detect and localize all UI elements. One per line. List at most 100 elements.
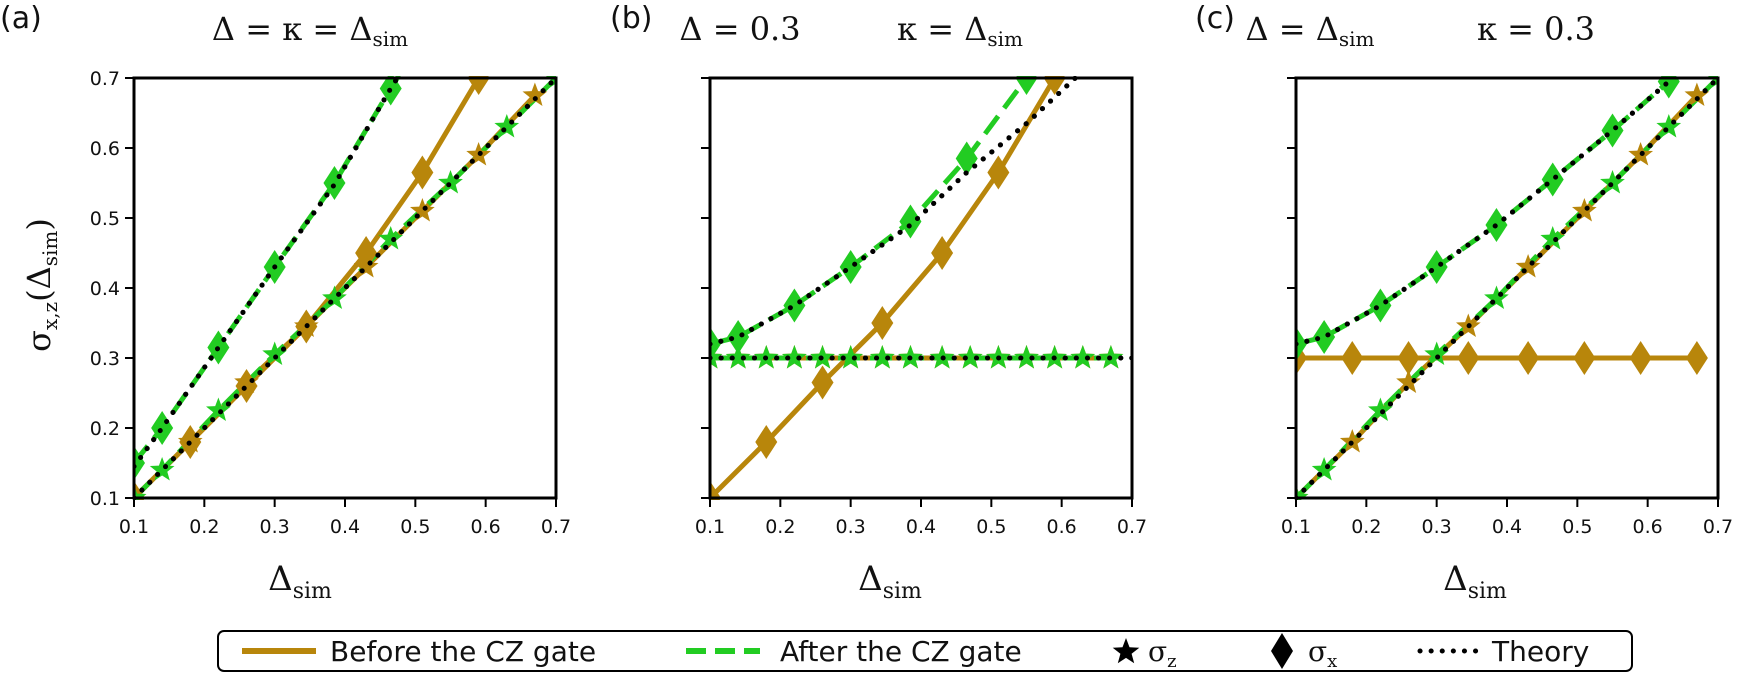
y-tick-label: 0.2 xyxy=(90,418,120,440)
series-line-before-x xyxy=(134,76,483,500)
data-point-diamond xyxy=(1541,162,1564,197)
y-tick-label: 0.4 xyxy=(90,278,120,300)
data-point-star xyxy=(1339,429,1365,453)
x-tick-label: 0.2 xyxy=(765,516,795,538)
data-point-diamond xyxy=(467,76,490,95)
data-point-star xyxy=(262,341,287,365)
x-tick-label: 0.3 xyxy=(1422,516,1452,538)
legend-label-sigma-x: σx xyxy=(1308,635,1337,672)
data-point-diamond xyxy=(710,481,721,500)
data-point-star xyxy=(725,345,751,369)
data-point-diamond xyxy=(871,306,894,340)
x-tick-label: 0.1 xyxy=(695,516,725,538)
panel-a-ylabel-close: ) xyxy=(20,218,58,230)
panel-b-title-right-sub: sim xyxy=(987,27,1023,51)
data-point-diamond xyxy=(899,204,922,239)
data-point-diamond xyxy=(1015,76,1038,95)
plot-area-b: 0.1 0.2 0.3 0.4 0.5 0.6 0.7 xyxy=(695,76,1147,538)
panel-a-title-main: Δ = κ = Δ xyxy=(212,10,373,48)
theory-dots-overlay xyxy=(134,76,556,500)
panel-b-title-right: κ = Δsim xyxy=(897,10,1023,51)
panel-b-title-right-main: κ = Δ xyxy=(897,10,987,48)
panel-c-xlabel-sub: sim xyxy=(1468,579,1507,604)
data-point-star xyxy=(410,198,435,222)
data-point-star xyxy=(322,285,347,309)
x-tick-label: 0.7 xyxy=(1703,516,1733,538)
legend-diamond-marker xyxy=(1271,633,1293,669)
x-tick-label: 0.7 xyxy=(541,516,571,538)
x-tick-label: 0.2 xyxy=(189,516,219,538)
data-point-diamond xyxy=(1657,76,1680,99)
data-point-diamond xyxy=(1573,341,1596,375)
data-point-star xyxy=(353,254,379,278)
legend-label-sigma-z: σz xyxy=(1148,635,1177,672)
series-line-after-x xyxy=(710,76,1029,347)
theory-dots-overlay xyxy=(134,76,402,469)
x-tick-label: 0.3 xyxy=(836,516,866,538)
panel-c-xlabel: Δsim xyxy=(1443,559,1507,604)
data-point-star xyxy=(1070,345,1096,369)
data-point-diamond xyxy=(1397,341,1420,375)
panel-a-ylabel-paren: (Δ xyxy=(20,266,58,302)
data-point-star xyxy=(1424,341,1449,365)
data-point-star xyxy=(1484,285,1509,309)
data-point-diamond xyxy=(839,250,862,284)
y-tick-label: 0.6 xyxy=(90,138,120,160)
legend: Before the CZ gate After the CZ gate σz … xyxy=(217,630,1633,672)
data-point-diamond xyxy=(931,236,954,270)
series-group xyxy=(1296,76,1718,500)
x-tick-label: 0.6 xyxy=(1633,516,1663,538)
panel-a-ylabel: σx,z(Δsim) xyxy=(20,218,62,352)
data-point-star xyxy=(438,170,463,194)
theory-dots-overlay xyxy=(1296,79,1672,347)
legend-star-marker xyxy=(1112,638,1140,664)
legend-sigma-z-main: σ xyxy=(1148,635,1167,668)
data-point-star xyxy=(522,82,548,106)
panel-label-a: (a) xyxy=(0,1,42,36)
legend-item-sigma-z: σz xyxy=(1112,635,1177,672)
legend-star-shape xyxy=(1112,638,1140,664)
panel-a: (a) Δ = κ = Δsim 0.1 0.2 0.3 0.4 0.5 0.6 0.70.… xyxy=(0,1,571,604)
panel-c-title-left-main: Δ = Δ xyxy=(1246,10,1339,48)
y-tick-label: 0.7 xyxy=(90,68,120,90)
data-point-star xyxy=(957,345,983,369)
data-point-star xyxy=(1296,485,1309,500)
data-point-star xyxy=(1396,369,1421,393)
legend-label-before: Before the CZ gate xyxy=(330,635,596,668)
x-tick-label: 0.1 xyxy=(1281,516,1311,538)
x-tick-label: 0.4 xyxy=(330,516,360,538)
panel-a-xlabel-main: Δ xyxy=(268,559,293,599)
data-point-diamond xyxy=(1341,341,1364,375)
series-line-before-x xyxy=(710,76,1059,500)
theory-dots-overlay xyxy=(710,76,1082,347)
data-point-star xyxy=(1311,457,1337,481)
x-tick-label: 0.4 xyxy=(1492,516,1522,538)
panel-c-title-right: κ = 0.3 xyxy=(1477,10,1595,48)
data-point-star xyxy=(1515,254,1541,278)
data-point-diamond xyxy=(134,446,145,480)
data-point-star xyxy=(1540,226,1566,250)
panel-a-xlabel: Δsim xyxy=(268,559,332,604)
legend-label-after: After the CZ gate xyxy=(780,635,1022,668)
data-point-diamond xyxy=(1313,320,1336,354)
y-tick-label: 0.1 xyxy=(90,488,120,510)
x-tick-label: 0.1 xyxy=(119,516,149,538)
panel-b-xlabel-main: Δ xyxy=(858,559,883,599)
data-point-star xyxy=(206,397,231,421)
data-point-star xyxy=(838,345,863,369)
y-tick-label: 0.3 xyxy=(90,348,120,370)
plot-area-a: 0.1 0.2 0.3 0.4 0.5 0.6 0.7 0.1 0.2 0.3 0.4 0.5 0.6 0… xyxy=(90,68,571,538)
data-point-star xyxy=(134,485,147,500)
panel-a-xlabel-sub: sim xyxy=(293,579,332,604)
data-point-diamond xyxy=(783,288,806,323)
data-point-star xyxy=(1600,170,1625,194)
data-point-diamond xyxy=(727,320,750,354)
data-point-star xyxy=(234,369,259,393)
x-tick-label: 0.3 xyxy=(260,516,290,538)
data-point-diamond xyxy=(1685,341,1708,375)
theory-dots-overlay xyxy=(1296,76,1718,500)
data-point-diamond xyxy=(1457,341,1480,375)
series-group xyxy=(710,76,1132,500)
panel-label-b: (b) xyxy=(610,1,652,36)
